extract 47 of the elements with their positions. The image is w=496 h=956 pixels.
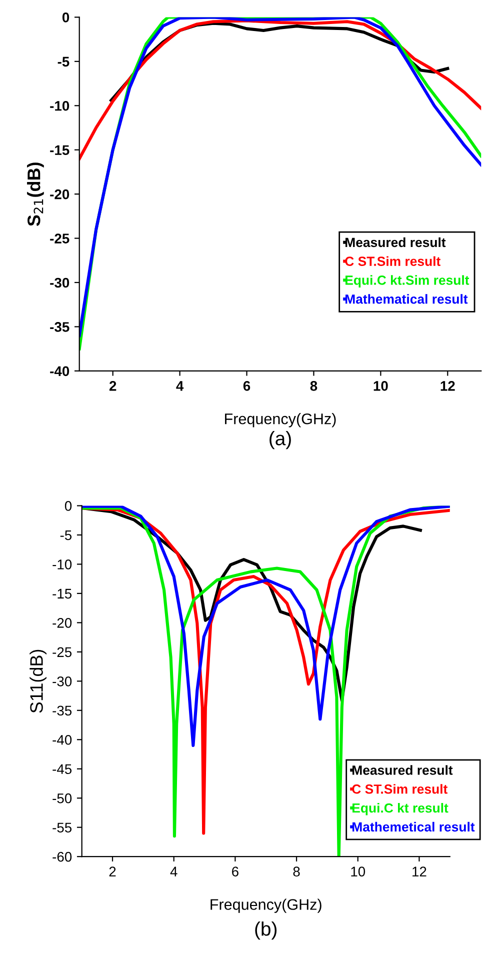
x-tick-label: 12 <box>440 381 455 391</box>
y-tick-label: -25 <box>50 234 70 244</box>
line-series <box>82 506 450 748</box>
y-tick-label: -20 <box>50 189 70 200</box>
x-tick-label: 2 <box>109 381 116 391</box>
y-tick-label: -35 <box>50 322 70 332</box>
x-tick-label: 4 <box>176 381 184 391</box>
x-tick-label: 8 <box>293 866 300 876</box>
x-tick-label: 8 <box>310 381 318 391</box>
x-tick-label: 10 <box>374 381 388 391</box>
y-tick-label: -35 <box>52 706 72 716</box>
y-tick-label: -20 <box>52 618 72 628</box>
x-tick-label: 4 <box>170 866 178 876</box>
y-tick-label: -50 <box>52 793 72 804</box>
legend-label: Mathemetical result <box>352 822 475 832</box>
text: (a) <box>270 431 291 450</box>
y-tick-label: -15 <box>52 588 72 599</box>
y-tick-label: -10 <box>50 100 70 111</box>
y-tick-label: -15 <box>50 145 70 156</box>
legend-label: Equi.C kt result <box>352 802 448 816</box>
y-tick-label: 0 <box>62 12 70 22</box>
x-tick-label: 12 <box>412 866 426 876</box>
y-tick-label: -30 <box>52 676 72 686</box>
legend-label: Mathematical result <box>345 294 468 304</box>
y-tick-label: 0 <box>64 501 72 511</box>
x-tick-label: 2 <box>109 866 116 876</box>
y-axis-title: S11(dB) <box>30 650 46 713</box>
y-tick-label: -55 <box>52 822 72 833</box>
x-tick-label: 6 <box>243 381 250 391</box>
y-tick-label: -45 <box>52 764 72 774</box>
y-tick-label: -30 <box>50 278 70 288</box>
y-tick-label: -40 <box>52 734 72 745</box>
legend-label: Equi.C kt.Sim result <box>345 275 470 288</box>
x-axis-title: Frequency(GHz) <box>225 413 336 428</box>
text: (b) <box>255 921 277 940</box>
y-tick-label: -60 <box>52 852 72 862</box>
y-tick-label: -5 <box>58 56 70 67</box>
y-tick-label: -5 <box>60 530 72 540</box>
y-axis-title: S$_{21}$(dB) <box>27 162 44 226</box>
x-axis-title: Frequency(GHz) <box>210 898 322 913</box>
x-tick-label: 10 <box>351 866 366 876</box>
x-tick-label: 6 <box>232 866 238 876</box>
y-tick-label: -25 <box>52 647 72 658</box>
legend-label: Measured result <box>352 765 453 775</box>
y-tick-label: -10 <box>52 560 72 570</box>
y-tick-label: -40 <box>50 366 70 376</box>
legend-label: Measured result <box>345 237 446 248</box>
